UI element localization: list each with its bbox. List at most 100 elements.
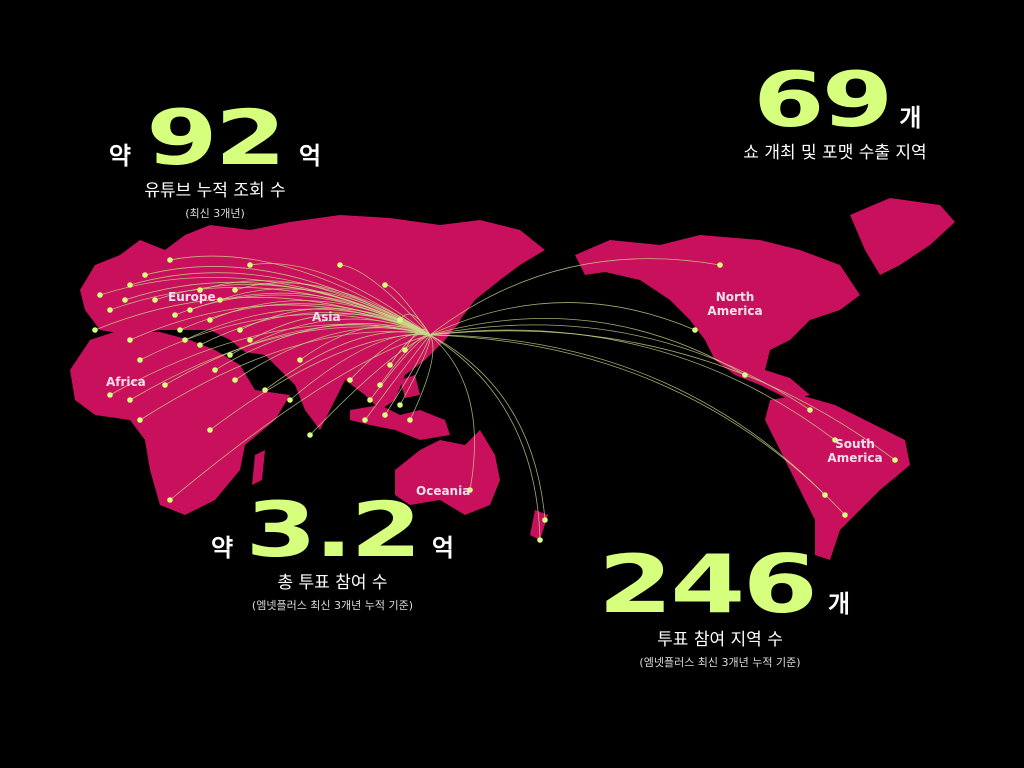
stat-note: (엠넷플러스 최신 3개년 누적 기준): [639, 656, 801, 669]
location-dot: [307, 432, 313, 438]
location-dot: [247, 262, 253, 268]
location-dot: [187, 307, 193, 313]
connection-arc: [429, 334, 546, 521]
location-dot: [347, 377, 353, 383]
stat-unit: 억: [431, 534, 454, 562]
stat-value: 3.2: [245, 485, 422, 574]
location-dot: [197, 287, 203, 293]
connection-arc: [234, 327, 431, 381]
connection-arc: [234, 282, 431, 336]
connection-arc: [169, 334, 431, 501]
stat-youtube-views: 약 92 억 유튜브 누적 조회 수 (최신 3개년): [80, 100, 350, 221]
location-dot: [367, 397, 373, 403]
stat-value: 246: [597, 538, 818, 631]
location-dot: [182, 337, 188, 343]
location-dot: [92, 327, 98, 333]
north-america: [575, 235, 860, 400]
continents: [70, 198, 955, 560]
stat-label: 쇼 개최 및 포맷 수출 지역: [743, 143, 927, 163]
location-dot: [137, 417, 143, 423]
location-dot: [297, 357, 303, 363]
connection-arc: [429, 318, 746, 376]
location-dot: [542, 517, 548, 523]
location-dot: [467, 487, 473, 493]
connection-arc: [129, 272, 431, 336]
connection-arc: [264, 331, 431, 391]
connection-arc: [109, 324, 431, 396]
location-dot: [892, 457, 898, 463]
location-dot: [172, 312, 178, 318]
connection-arc: [379, 334, 431, 386]
connection-arc: [109, 286, 431, 336]
connection-arc: [289, 333, 431, 401]
connection-arcs: [94, 255, 896, 541]
stat-note: (엠넷플러스 최신 3개년 누적 기준): [251, 599, 414, 612]
location-dot: [382, 412, 388, 418]
location-dot: [717, 262, 723, 268]
connection-arc: [429, 302, 696, 336]
location-dot: [397, 317, 403, 323]
connection-arc: [169, 255, 431, 336]
location-dot: [842, 512, 848, 518]
connection-arc: [94, 296, 431, 336]
location-dot: [232, 377, 238, 383]
location-dot: [107, 392, 113, 398]
location-dot: [127, 397, 133, 403]
location-dot: [337, 262, 343, 268]
stat-unit: 억: [298, 142, 322, 170]
connection-arc: [209, 334, 431, 431]
location-dot: [402, 347, 408, 353]
location-dot: [362, 417, 368, 423]
connection-arc: [399, 313, 431, 336]
location-dot: [142, 272, 148, 278]
stat-label: 투표 참여 지역 수: [657, 630, 783, 650]
location-dot: [377, 382, 383, 388]
connection-arc: [409, 334, 434, 421]
japan: [435, 290, 470, 340]
connection-arc: [309, 334, 431, 436]
location-dot: [232, 287, 238, 293]
location-dot: [162, 382, 168, 388]
connection-arc: [139, 314, 431, 361]
region-label-europe: Europe: [168, 290, 216, 304]
stat-prefix: 약: [210, 534, 234, 562]
stat-label: 유튜브 누적 조회 수: [144, 181, 286, 201]
stat-unit: 개: [828, 590, 851, 618]
connection-arc: [384, 334, 431, 416]
location-dot: [537, 537, 543, 543]
location-dot: [212, 367, 218, 373]
connection-arc: [129, 304, 431, 341]
connection-arc: [429, 334, 846, 516]
location-dot: [227, 352, 233, 358]
stat-label: 총 투표 참여 수: [277, 573, 388, 593]
greenland: [850, 198, 955, 275]
stat-note: (최신 3개년): [185, 207, 245, 220]
location-dot: [207, 427, 213, 433]
connection-arc: [399, 334, 431, 406]
connection-arc: [129, 326, 431, 401]
connection-arc: [164, 324, 431, 386]
location-dot: [237, 327, 243, 333]
connection-arc: [429, 334, 826, 496]
location-dot: [247, 337, 253, 343]
connection-arc: [249, 263, 431, 336]
stat-show-regions: 69 개 쇼 개최 및 포맷 수출 지역: [715, 55, 955, 164]
location-dot: [822, 492, 828, 498]
stat-total-votes: 약 3.2 억 총 투표 참여 수 (엠넷플러스 최신 3개년 누적 기준): [195, 492, 470, 613]
location-dot: [407, 417, 413, 423]
location-dot: [127, 282, 133, 288]
location-dot: [122, 297, 128, 303]
location-dot: [287, 397, 293, 403]
stat-unit: 개: [899, 104, 922, 132]
location-dot: [167, 497, 173, 503]
connection-arc: [429, 334, 475, 491]
location-dot: [382, 282, 388, 288]
stat-value: 69: [752, 55, 893, 144]
region-label-south-america: South America: [827, 437, 883, 465]
connection-arc: [429, 329, 836, 441]
australia: [395, 430, 500, 515]
location-dot: [137, 357, 143, 363]
southeast-asia-islands: [350, 375, 450, 440]
location-dot: [177, 327, 183, 333]
africa: [70, 330, 290, 515]
